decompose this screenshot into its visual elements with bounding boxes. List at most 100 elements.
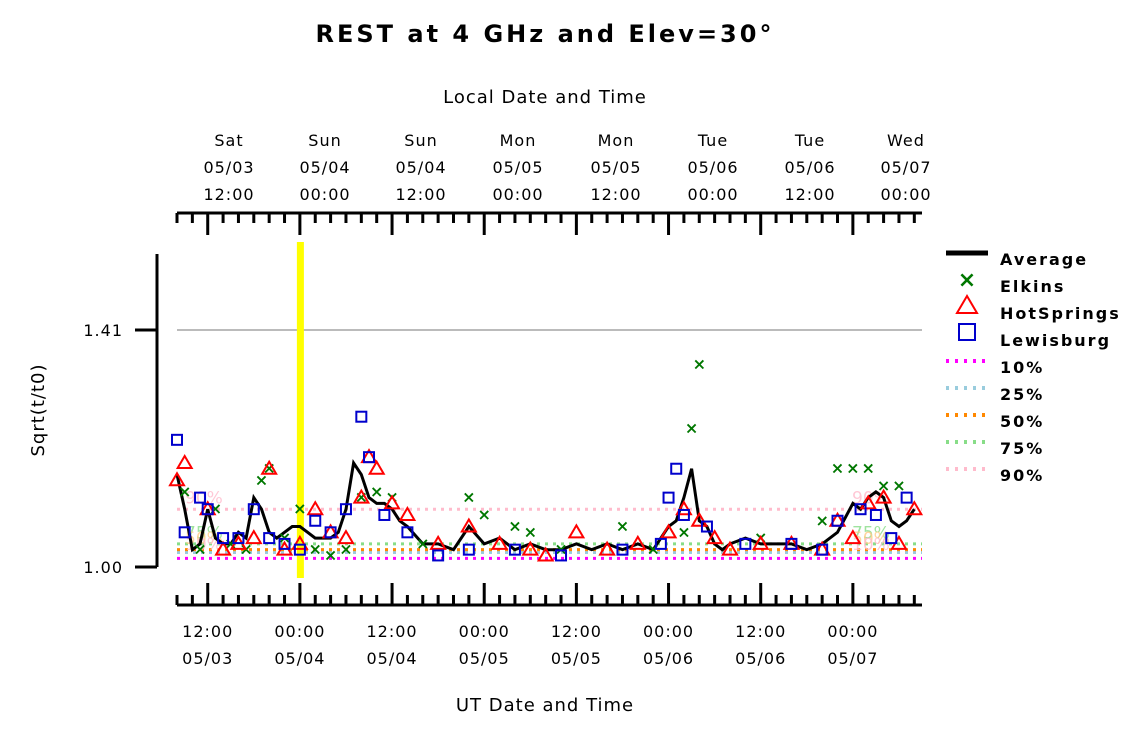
x-tick-time-label: 00:00 bbox=[827, 622, 878, 641]
elkins-point: × bbox=[693, 355, 706, 374]
elkins-point: × bbox=[370, 482, 383, 501]
average-line bbox=[175, 459, 916, 553]
hotsprings-point bbox=[751, 534, 770, 550]
hotsprings-point bbox=[629, 534, 647, 550]
elkins-point: × bbox=[508, 517, 521, 536]
legend-lewisburg-swatch bbox=[958, 323, 976, 341]
hotsprings-point bbox=[175, 453, 194, 469]
top-tick-time-label: 12:00 bbox=[203, 185, 254, 204]
top-tick-day-label: Mon bbox=[598, 131, 635, 150]
lewisburg-point bbox=[670, 462, 683, 475]
lewisburg-point bbox=[662, 491, 675, 504]
elkins-point: × bbox=[831, 459, 844, 478]
top-tick-date-label: 05/04 bbox=[395, 158, 446, 177]
hotsprings-point bbox=[460, 517, 478, 533]
hotsprings-point bbox=[859, 494, 877, 510]
elkins-point: × bbox=[178, 482, 191, 501]
lewisburg-point bbox=[555, 549, 568, 562]
legend-label: Average bbox=[1000, 250, 1088, 269]
lewisburg-point bbox=[194, 491, 207, 504]
highlight-band bbox=[296, 242, 304, 578]
elkins-point: × bbox=[478, 505, 491, 524]
top-tick-time-label: 00:00 bbox=[492, 185, 543, 204]
x-tick-date-label: 05/03 bbox=[182, 649, 233, 668]
lewisburg-point bbox=[432, 549, 445, 562]
hotsprings-point bbox=[844, 529, 862, 545]
lewisburg-point bbox=[232, 532, 245, 545]
elkins-point: × bbox=[846, 459, 859, 478]
elkins-point: × bbox=[462, 488, 475, 507]
x-tick-time-label: 00:00 bbox=[274, 622, 325, 641]
x-tick-time-label: 12:00 bbox=[366, 622, 417, 641]
elkins-point: × bbox=[309, 540, 322, 559]
hotsprings-point bbox=[168, 471, 186, 487]
elkins-point: × bbox=[193, 540, 206, 559]
top-axis-title: Local Date and Time bbox=[443, 87, 647, 108]
elkins-point: × bbox=[685, 418, 698, 437]
hotsprings-point bbox=[598, 540, 616, 556]
elkins-point: × bbox=[255, 470, 268, 489]
hotsprings-point bbox=[490, 534, 509, 550]
x-tick-date-label: 05/04 bbox=[274, 649, 325, 668]
chart-title: REST at 4 GHz and Elev=30° bbox=[316, 20, 775, 48]
lewisburg-point bbox=[831, 514, 844, 527]
top-tick-day-label: Sat bbox=[214, 131, 243, 150]
legend-label: Elkins bbox=[1000, 277, 1065, 296]
hotsprings-point bbox=[567, 523, 586, 539]
x-tick-time-label: 12:00 bbox=[551, 622, 602, 641]
top-tick-time-label: 00:00 bbox=[299, 185, 350, 204]
x-tick-date-label: 05/05 bbox=[459, 649, 510, 668]
lewisburg-point bbox=[900, 491, 913, 504]
x-tick-date-label: 05/04 bbox=[366, 649, 417, 668]
top-tick-date-label: 05/06 bbox=[784, 158, 835, 177]
legend-hotsprings-swatch bbox=[955, 294, 979, 314]
series-elkins: ×××× ×××××× × ×× × ××××× ×××××××××× × ×× × bbox=[178, 355, 906, 565]
hotsprings-point bbox=[905, 500, 924, 516]
top-tick-time-label: 12:00 bbox=[590, 185, 641, 204]
hotsprings-point bbox=[352, 488, 371, 504]
hotsprings-point bbox=[260, 459, 278, 475]
elkins-point: × bbox=[616, 517, 629, 536]
hotsprings-point bbox=[536, 546, 555, 562]
lewisburg-point bbox=[363, 451, 376, 464]
hotsprings-point bbox=[398, 505, 417, 521]
top-tick-date-label: 05/04 bbox=[299, 158, 350, 177]
x-tick-time-label: 12:00 bbox=[735, 622, 786, 641]
lewisburg-point bbox=[293, 543, 306, 556]
legend-label: 25% bbox=[1000, 385, 1044, 404]
lewisburg-point bbox=[785, 537, 798, 550]
x-tick-date-label: 05/05 bbox=[551, 649, 602, 668]
legend-label: 90% bbox=[1000, 466, 1044, 485]
highlight-band-rect bbox=[296, 242, 304, 578]
elkins-point: × bbox=[293, 499, 306, 518]
hotsprings-point bbox=[291, 534, 309, 550]
plot-series: ×××× ×××××× × ×× × ××××× ×××××××××× × ×× × bbox=[168, 355, 924, 565]
hotsprings-point bbox=[383, 494, 401, 510]
lewisburg-point bbox=[178, 526, 191, 539]
lewisburg-point bbox=[339, 503, 352, 516]
elkins-point: × bbox=[677, 522, 690, 541]
hotsprings-point bbox=[429, 534, 447, 550]
top-tick-date-label: 05/07 bbox=[880, 158, 931, 177]
lewisburg-point bbox=[816, 543, 829, 556]
series-average bbox=[175, 459, 916, 553]
top-tick-date-label: 05/03 bbox=[203, 158, 254, 177]
elkins-point: × bbox=[815, 511, 828, 530]
lewisburg-point bbox=[324, 526, 337, 539]
lewisburg-point bbox=[508, 543, 521, 556]
elkins-point: × bbox=[416, 534, 429, 553]
legend-label: 75% bbox=[1000, 439, 1044, 458]
y-tick-label: 1.00 bbox=[83, 558, 123, 577]
hotsprings-point bbox=[874, 488, 893, 504]
x-tick-date-label: 05/07 bbox=[827, 649, 878, 668]
hotsprings-point bbox=[245, 529, 263, 545]
hotsprings-point bbox=[367, 459, 386, 475]
x-tick-time-label: 00:00 bbox=[643, 622, 694, 641]
lewisburg-point bbox=[700, 520, 713, 533]
hotsprings-point bbox=[721, 540, 739, 556]
top-tick-time-label: 12:00 bbox=[395, 185, 446, 204]
top-tick-time-label: 00:00 bbox=[880, 185, 931, 204]
hotsprings-point bbox=[659, 523, 678, 539]
hotsprings-point bbox=[690, 511, 709, 527]
